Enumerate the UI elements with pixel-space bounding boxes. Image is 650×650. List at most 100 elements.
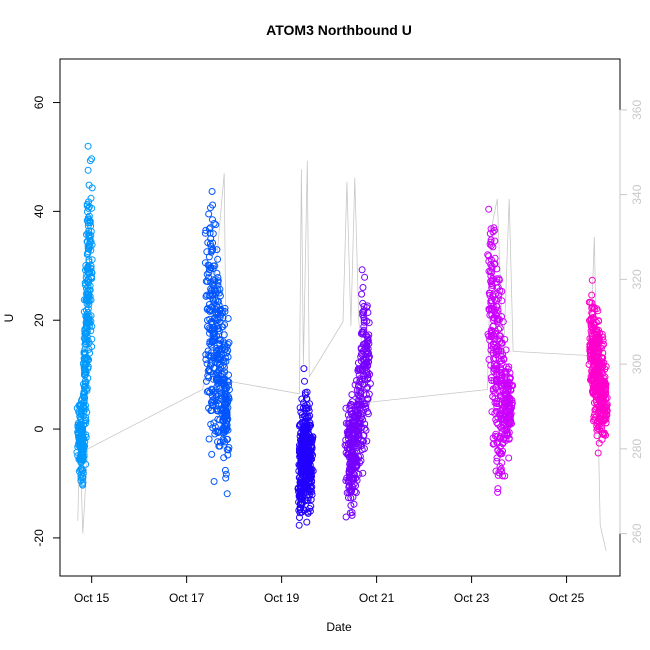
data-point [209,280,217,288]
scatter-points-layer [73,142,611,529]
data-point [590,320,598,328]
data-point [296,441,303,449]
data-point [297,475,305,483]
data-point [83,354,91,362]
data-point [214,415,222,423]
data-point [225,444,233,451]
data-point [80,391,88,399]
data-point [298,508,306,516]
data-point [347,502,355,509]
data-point [83,314,91,322]
data-point [209,262,217,270]
data-point [303,423,311,431]
data-point [214,438,221,446]
data-point [201,229,209,237]
data-point [217,406,225,414]
data-point [365,354,373,362]
data-point [344,432,352,439]
data-point [491,314,498,322]
data-point [498,313,505,320]
data-point [209,375,217,383]
data-point [207,248,215,256]
data-point [342,513,350,521]
data-point [359,372,367,380]
data-point [202,292,210,300]
data-point [357,344,365,352]
data-point [588,347,596,355]
data-point [81,365,89,373]
data-point [298,495,306,503]
series-1 [73,142,96,489]
data-point [213,246,221,254]
data-point [219,429,227,437]
data-point [487,261,495,268]
data-point [348,447,356,455]
data-point [493,400,501,408]
data-point [499,447,506,455]
data-point [485,306,493,314]
data-point [300,477,307,485]
data-point [208,188,216,195]
data-point [218,323,226,331]
data-point [486,336,494,344]
data-point [216,438,224,446]
data-point [218,307,226,315]
data-point [594,449,602,457]
data-point [362,370,370,378]
data-point [222,406,230,414]
data-point [299,431,307,439]
data-point [487,277,495,285]
data-point [497,392,505,399]
series-6 [585,276,611,457]
data-point [496,371,504,379]
data-point [363,384,371,392]
data-point [348,438,356,446]
data-point [588,291,596,299]
data-point [308,465,316,473]
data-point [493,345,501,352]
data-point [83,297,91,305]
data-point [489,440,497,448]
data-point [76,400,84,408]
data-point [354,443,362,451]
data-point [601,379,609,387]
data-point [80,369,88,377]
data-point [225,386,233,394]
data-point [588,276,596,284]
y2-tick-label: 360 [630,100,644,120]
data-point [359,469,367,477]
data-point [597,364,604,372]
data-point [83,290,91,298]
data-point [364,383,372,391]
data-point [208,450,216,458]
data-point [489,331,497,339]
data-point [498,427,506,435]
data-point [585,298,593,306]
data-point [362,391,370,399]
data-point [349,461,357,469]
data-point [79,478,87,486]
data-point [588,304,596,312]
data-point [358,328,366,336]
data-point [222,354,229,362]
data-point [490,440,498,447]
data-point [500,435,508,442]
data-point [210,364,218,372]
data-point [592,340,600,347]
data-point [494,485,502,493]
series-3 [294,365,317,529]
data-point [207,341,215,349]
y-axis-label: U [2,314,16,323]
data-point [492,348,500,356]
data-point [86,157,94,165]
data-point [494,488,502,496]
data-point [354,411,362,419]
data-point [85,286,93,294]
data-point [602,404,610,412]
data-point [81,362,89,370]
data-point [490,377,498,385]
data-point [360,307,368,315]
data-point [214,316,222,324]
data-point [346,439,353,446]
data-point [601,385,609,393]
